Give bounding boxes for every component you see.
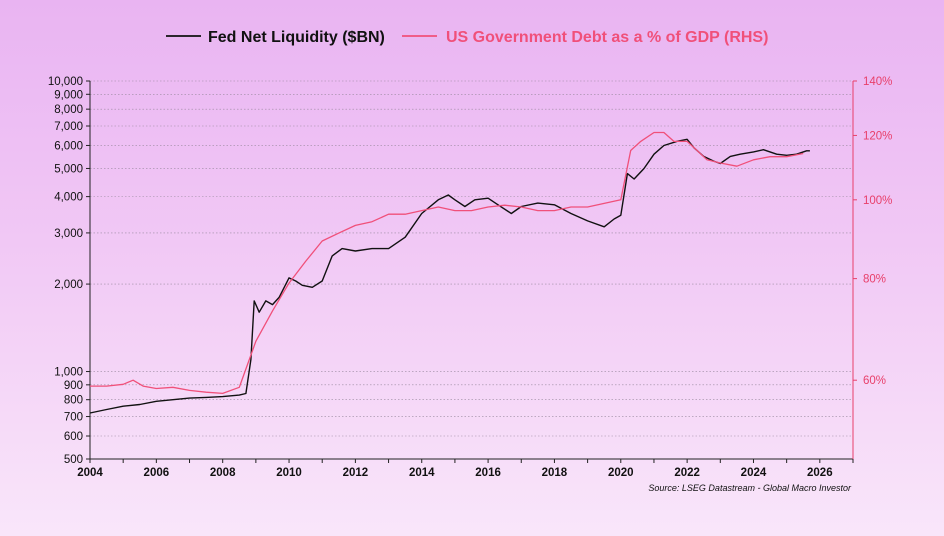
left-tick-label: 5,000	[54, 163, 83, 175]
x-tick-label: 2014	[409, 467, 435, 479]
axes	[86, 80, 857, 463]
left-tick-label: 6,000	[54, 140, 83, 152]
source-note: Source: LSEG Datastream - Global Macro I…	[648, 483, 852, 493]
left-tick-label: 7,000	[54, 121, 83, 133]
series-lines	[89, 131, 810, 414]
left-tick-label: 900	[64, 380, 83, 392]
series-line-liquidity	[89, 138, 810, 414]
left-tick-label: 2,000	[54, 279, 83, 291]
left-tick-label: 4,000	[54, 192, 83, 204]
gridlines	[90, 80, 853, 437]
legend-label-liquidity: Fed Net Liquidity ($BN)	[208, 29, 385, 46]
x-tick-label: 2012	[343, 467, 369, 479]
right-tick-label: 60%	[863, 375, 886, 387]
legend-label-debt: US Government Debt as a % of GDP (RHS)	[446, 29, 768, 46]
x-tick-label: 2006	[144, 467, 170, 479]
left-tick-label: 500	[64, 454, 83, 466]
x-tick-label: 2020	[608, 467, 634, 479]
x-tick-label: 2026	[807, 467, 833, 479]
right-tick-label: 120%	[863, 130, 892, 142]
x-tick-label: 2016	[475, 467, 501, 479]
right-tick-label: 80%	[863, 274, 886, 286]
right-tick-label: 100%	[863, 195, 892, 207]
series-line-debt	[90, 131, 804, 395]
right-axis-tick-labels: 60% 80% 100% 120% 140%	[863, 76, 892, 387]
left-tick-label: 1,000	[54, 367, 83, 379]
left-tick-label: 10,000	[48, 76, 83, 88]
left-tick-label: 700	[64, 412, 83, 424]
x-tick-label: 2010	[276, 467, 302, 479]
x-tick-label: 2008	[210, 467, 236, 479]
legend: Fed Net Liquidity ($BN) US Government De…	[166, 29, 768, 46]
left-tick-label: 8,000	[54, 104, 83, 116]
x-tick-label: 2004	[77, 467, 103, 479]
x-tick-label: 2018	[542, 467, 568, 479]
right-tick-label: 140%	[863, 76, 892, 88]
left-tick-label: 9,000	[54, 89, 83, 101]
x-tick-label: 2024	[741, 467, 767, 479]
x-tick-label: 2022	[674, 467, 700, 479]
left-tick-label: 3,000	[54, 228, 83, 240]
left-tick-label: 600	[64, 431, 83, 443]
x-axis-tick-labels: 2004 2006 2008 2010 2012 2014 2016 2018 2020 2022…	[77, 467, 832, 479]
left-tick-label: 800	[64, 395, 83, 407]
